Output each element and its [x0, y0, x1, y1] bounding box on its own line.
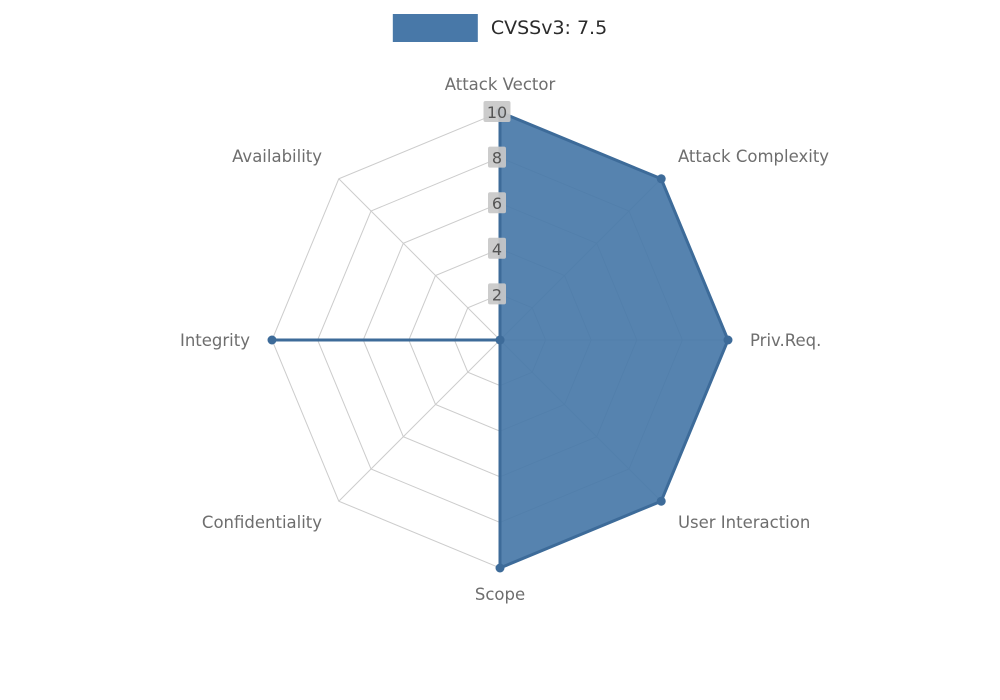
vertex-dot	[723, 335, 733, 345]
vertex-dot	[656, 496, 666, 506]
axis-label: Attack Vector	[445, 75, 556, 94]
axis-label: Attack Complexity	[678, 147, 829, 166]
legend-label: CVSSv3: 7.5	[490, 17, 608, 39]
vertex-dot	[267, 335, 277, 345]
axis-label: Priv.Req.	[750, 331, 821, 350]
radial-tick-box	[488, 146, 506, 168]
axis-label: Confidentiality	[202, 513, 322, 532]
radial-tick-box	[483, 101, 511, 122]
vertex-dot	[656, 174, 666, 184]
radial-tick-label: 8	[492, 149, 502, 168]
vertex-dot	[495, 335, 505, 345]
radial-tick-label: 2	[492, 285, 502, 304]
axis-spoke	[338, 178, 501, 341]
axis-label: Scope	[475, 585, 525, 604]
axis-label: Availability	[232, 147, 322, 166]
radial-tick-label: 10	[487, 103, 507, 122]
radial-tick-box	[488, 237, 506, 259]
radial-tick-label: 4	[492, 240, 502, 259]
axis-label: Integrity	[180, 331, 250, 350]
radial-tick-box	[488, 283, 506, 305]
radial-tick-label: 6	[492, 194, 502, 213]
vertex-dot	[495, 563, 505, 573]
axis-spoke	[338, 339, 501, 502]
legend-swatch	[392, 14, 478, 42]
axis-label: User Interaction	[678, 513, 810, 532]
radial-tick-box	[488, 192, 506, 214]
legend: CVSSv3: 7.5	[392, 14, 608, 42]
